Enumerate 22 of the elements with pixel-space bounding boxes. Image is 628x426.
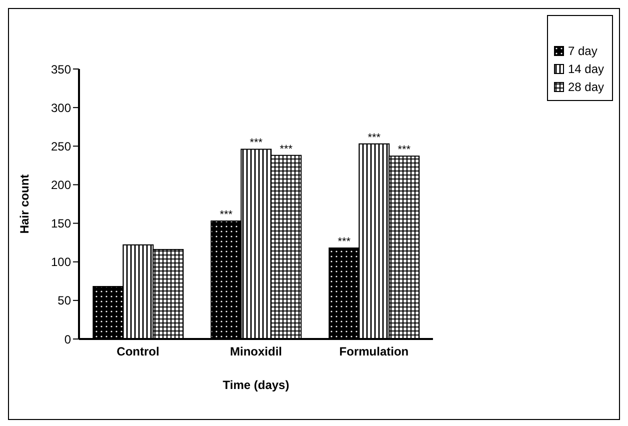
y-tick-label: 50: [58, 294, 72, 308]
y-axis-title: Hair count: [17, 174, 32, 234]
x-tick-label: Minoxidil: [230, 344, 282, 359]
y-tick-label: 100: [50, 255, 72, 270]
y-tick-label: 300: [50, 100, 72, 115]
data-label: ***: [398, 144, 412, 156]
y-tick-label: 150: [50, 216, 72, 231]
y-tick-label: 200: [50, 178, 72, 192]
data-label: ***: [250, 137, 264, 150]
x-axis-title: Time (days): [222, 378, 290, 392]
data-label: ***: [220, 208, 234, 221]
y-tick-label: 0: [64, 332, 72, 346]
y-tick-label: 250: [50, 139, 72, 154]
data-label: ***: [338, 236, 352, 248]
legend-label: 14 day: [568, 61, 604, 78]
legend-label: 28 day: [568, 79, 604, 96]
x-tick-label: Formulation: [339, 344, 409, 359]
y-tick-label: 350: [50, 62, 72, 76]
x-tick-label: Control: [116, 344, 160, 359]
data-label: ***: [368, 132, 382, 144]
legend-label: 7 day: [568, 43, 598, 60]
data-label: ***: [280, 143, 294, 156]
